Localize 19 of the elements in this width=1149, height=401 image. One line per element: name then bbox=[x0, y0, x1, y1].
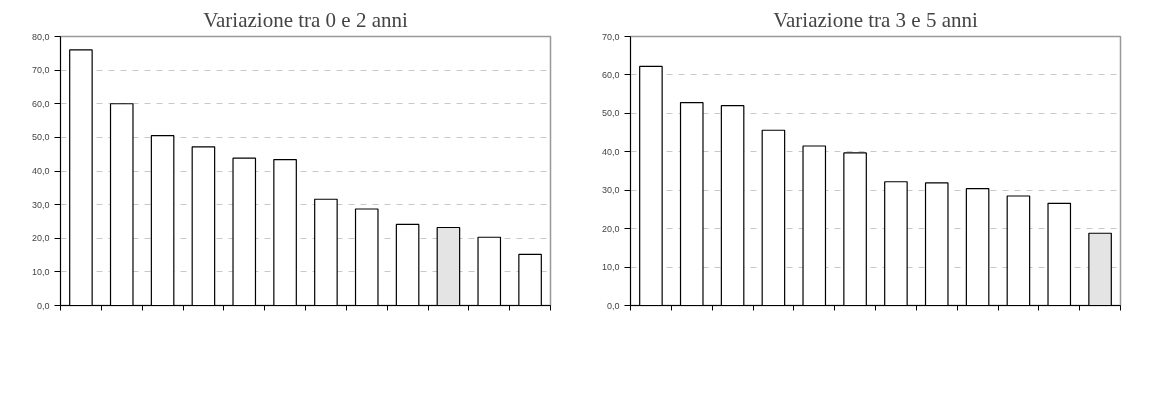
y-tick-label: 40,0 bbox=[601, 146, 620, 157]
chart-title: Variazione tra 0 e 2 anni bbox=[203, 7, 408, 32]
y-tick-label: 50,0 bbox=[601, 108, 620, 119]
y-tick-label: 20,0 bbox=[31, 233, 50, 244]
chart-title: Variazione tra 3 e 5 anni bbox=[773, 7, 978, 32]
y-tick-label: 0,0 bbox=[606, 300, 620, 311]
y-tick-label: 0,0 bbox=[36, 300, 50, 311]
y-tick-label: 60,0 bbox=[601, 69, 620, 80]
y-tick-label: 10,0 bbox=[601, 262, 620, 273]
y-tick-label: 10,0 bbox=[31, 266, 50, 277]
y-tick-label: 30,0 bbox=[601, 185, 620, 196]
y-tick-label: 80,0 bbox=[31, 31, 50, 42]
y-tick-label: 50,0 bbox=[31, 132, 50, 143]
y-tick-label: 70,0 bbox=[601, 31, 620, 42]
y-tick-label: 30,0 bbox=[31, 199, 50, 210]
y-tick-label: 20,0 bbox=[601, 223, 620, 234]
y-tick-label: 40,0 bbox=[31, 166, 50, 176]
y-tick-label: 60,0 bbox=[31, 98, 50, 109]
y-tick-label: 70,0 bbox=[31, 65, 50, 76]
